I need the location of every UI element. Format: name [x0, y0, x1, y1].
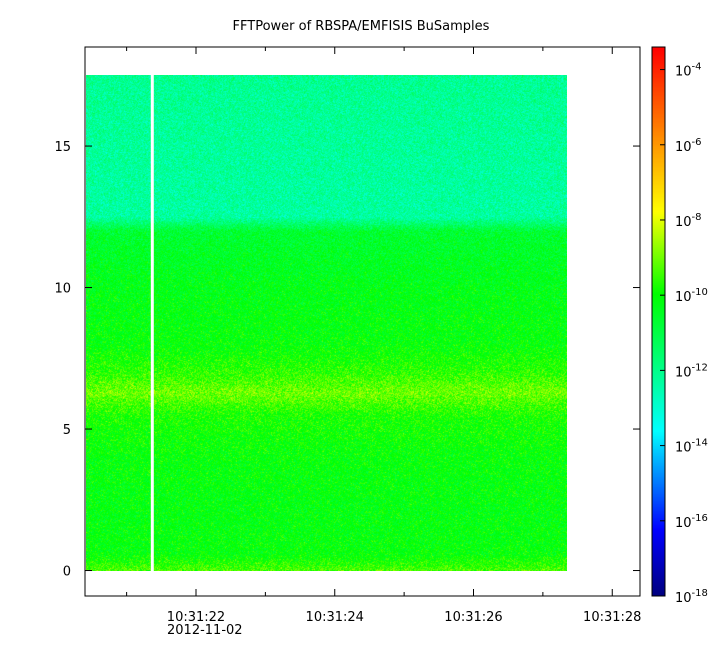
x-date-label: 2012-11-02 — [167, 623, 243, 638]
colorbar-gradient — [652, 47, 665, 596]
y-axis: 0 5 10 15 — [54, 140, 640, 580]
plot-area — [84, 46, 641, 597]
plot-frame — [84, 46, 641, 597]
colorbar-tick-label: 10-6 — [675, 137, 702, 155]
colorbar-tick-label: 10-10 — [675, 287, 708, 305]
y-tick-label: 0 — [63, 565, 71, 580]
colorbar-tick-label: 10-14 — [675, 438, 708, 456]
x-tick-label: 10:31:24 — [306, 610, 364, 625]
colorbar-tick-label: 10-4 — [675, 62, 702, 80]
x-tick-label: 10:31:26 — [444, 610, 502, 625]
x-tick-label: 10:31:28 — [583, 610, 641, 625]
y-tick-label: 5 — [63, 423, 71, 438]
chart-title: FFTPower of RBSPA/EMFISIS BuSamples — [233, 19, 490, 34]
colorbar: 10-4 10-6 10-8 10-10 10-12 10-14 10-16 10-18 — [651, 46, 708, 606]
colorbar-tick-label: 10-18 — [675, 588, 708, 606]
data-gap-line — [150, 75, 154, 571]
colorbar-tick-label: 10-8 — [675, 212, 702, 230]
colorbar-tick-label: 10-12 — [675, 362, 708, 380]
x-tick-label: 10:31:22 — [167, 610, 225, 625]
spectrogram-image — [86, 75, 567, 571]
y-tick-label: 15 — [54, 140, 71, 155]
colorbar-tick-label: 10-16 — [675, 513, 708, 531]
y-tick-label: 10 — [54, 282, 71, 297]
colorbar-ticks: 10-4 10-6 10-8 10-10 10-12 10-14 10-16 10-18 — [660, 62, 708, 606]
colorbar-frame — [651, 46, 666, 597]
